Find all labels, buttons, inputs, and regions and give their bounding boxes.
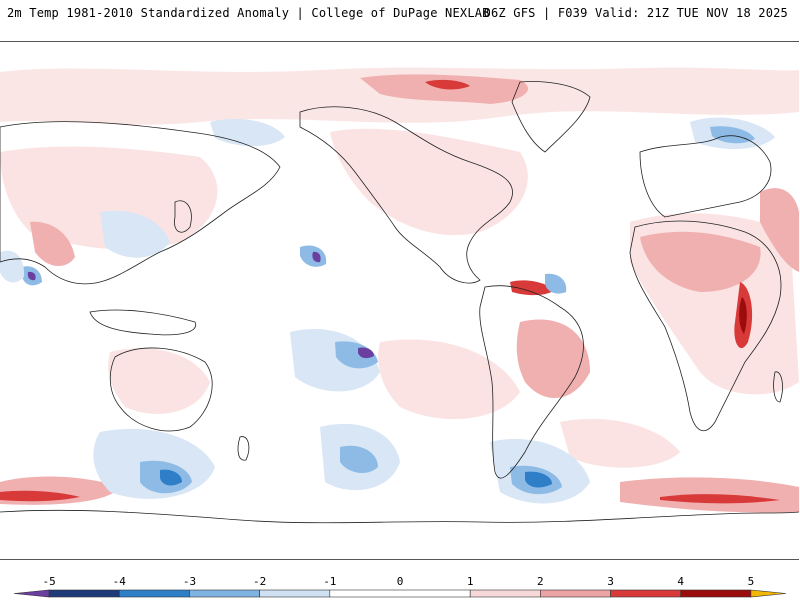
model-run-info: 06Z GFS | F039 Valid: 21Z TUE NOV 18 202…: [483, 6, 788, 20]
colorbar-segment: [48, 589, 120, 598]
west-indian-cool: [0, 250, 25, 283]
sri-lanka-cool-extreme: [27, 271, 36, 281]
north-atlantic-cool-mid: [710, 126, 755, 144]
central-pacific-cool-extreme: [358, 347, 374, 359]
caribbean-cool: [545, 273, 567, 294]
colorbar-tick-label: 1: [467, 575, 474, 588]
colorbar-segment: [540, 589, 611, 598]
africa-warm-mid: [640, 231, 761, 292]
hawaii-cool-extreme: [312, 251, 321, 263]
colorbar-segment: [118, 589, 190, 598]
bering-cool: [210, 118, 285, 147]
asia-coast: [0, 121, 281, 285]
colorbar-tick-label: -1: [323, 575, 336, 588]
greenland-coast: [511, 81, 591, 153]
argentina-cool-strong: [525, 471, 552, 488]
new-zealand-coast: [237, 436, 250, 461]
west-pacific-cool: [100, 210, 170, 258]
asia-warm: [0, 146, 218, 250]
anomaly-map: [0, 41, 799, 560]
africa-coast: [629, 220, 782, 432]
colorbar-segment: [610, 589, 682, 598]
colorbar-tick-label: 0: [397, 575, 404, 588]
colorbar-segment: [750, 589, 787, 598]
greenland-strong: [425, 79, 470, 90]
europe-coast: [639, 135, 772, 218]
indonesia-coast: [89, 309, 197, 336]
madagascar-coast: [773, 371, 783, 403]
north-america-coast: [299, 106, 513, 284]
colorbar-segment: [189, 589, 260, 598]
coastlines: [0, 81, 799, 524]
central-pacific-cool-mid: [335, 341, 378, 369]
colorbar-segment: [13, 589, 50, 598]
colorbar-tick-label: -2: [253, 575, 266, 588]
south-pacific-cool-mid: [340, 445, 378, 474]
venezuela-strong: [510, 280, 555, 296]
antarctic-warm-east-strong: [660, 494, 780, 504]
south-america-coast: [479, 285, 584, 479]
south-indian-cool-strong: [160, 469, 182, 486]
colorbar-tick-label: -4: [113, 575, 127, 588]
colorbar-segment: [680, 589, 752, 598]
east-africa-extreme: [739, 297, 747, 334]
antarctica-coast: [0, 509, 799, 524]
north-america-warm: [330, 128, 528, 236]
india-warm: [30, 221, 75, 267]
australia-coast: [109, 347, 213, 432]
warm-anomaly-areas: [0, 67, 799, 513]
colorbar: -5 -4 -3 -2 -1 0 1 2 3 4 5: [0, 560, 800, 600]
anomaly-map-svg: [0, 67, 799, 524]
colorbar-tick-label: -3: [183, 575, 196, 588]
colorbar-tick-label: 3: [607, 575, 614, 588]
colorbar-tick-label: -5: [42, 575, 55, 588]
antarctic-warm-west-strong: [0, 490, 80, 502]
south-atlantic-warm: [560, 418, 680, 468]
greenland-warm: [360, 74, 529, 104]
japan-coast: [174, 200, 192, 233]
brazil-warm: [516, 319, 590, 399]
colorbar-segment: [329, 589, 471, 598]
colorbar-tick-label: 2: [537, 575, 544, 588]
australia-warm: [108, 348, 210, 414]
south-pacific-warm: [378, 339, 520, 419]
colorbar-tick-label: 5: [748, 575, 755, 588]
arabia-warm: [760, 188, 799, 272]
map-title: 2m Temp 1981-2010 Standardized Anomaly |…: [7, 6, 490, 20]
colorbar-tick-label: 4: [677, 575, 684, 588]
colorbar-svg: -5 -4 -3 -2 -1 0 1 2 3 4 5: [13, 575, 787, 598]
cool-anomaly-areas: [0, 117, 775, 504]
colorbar-segment: [469, 589, 541, 598]
colorbar-segment: [259, 589, 331, 598]
